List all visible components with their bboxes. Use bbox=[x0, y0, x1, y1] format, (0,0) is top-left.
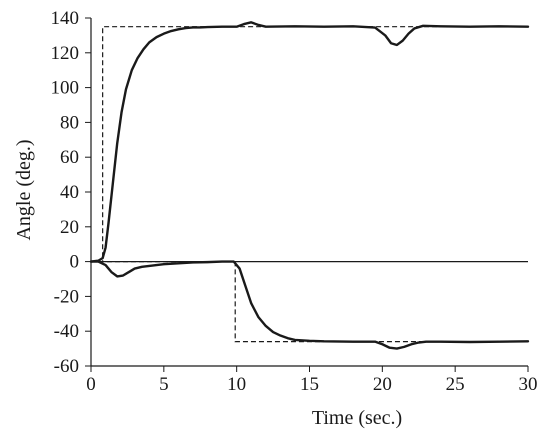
y-tick-label-0: 0 bbox=[70, 252, 80, 273]
series-line-3-dashed bbox=[91, 261, 528, 343]
y-axis-title: Angle (deg.) bbox=[13, 139, 35, 240]
y-tick-label-40: 40 bbox=[60, 182, 79, 203]
y-tick-label--60: -60 bbox=[54, 356, 79, 377]
series-line-1-dashed bbox=[91, 26, 528, 263]
x-axis-title: Time (sec.) bbox=[312, 407, 402, 429]
x-tick-label-25: 25 bbox=[446, 374, 465, 395]
x-tick-label-15: 15 bbox=[300, 374, 319, 395]
plot-area bbox=[90, 18, 528, 367]
y-tick-label-140: 140 bbox=[51, 8, 80, 29]
series-group bbox=[89, 21, 530, 350]
tick-labels: 0 5 10 15 20 25 30 140 120 100 80 60 40 20 0 -20 -40 -60 bbox=[51, 8, 538, 395]
x-tick-label-30: 30 bbox=[519, 374, 538, 395]
y-tick-label-100: 100 bbox=[51, 78, 80, 99]
y-tick-label--40: -40 bbox=[54, 321, 79, 342]
y-tick-label--20: -20 bbox=[54, 286, 79, 307]
y-tick-label-80: 80 bbox=[60, 112, 79, 133]
x-tick-label-5: 5 bbox=[159, 374, 169, 395]
x-tick-label-0: 0 bbox=[86, 374, 96, 395]
x-tick-label-10: 10 bbox=[227, 374, 246, 395]
y-tick-label-20: 20 bbox=[60, 217, 79, 238]
series-line-2-solid bbox=[89, 21, 530, 263]
axis-ticks bbox=[85, 17, 529, 372]
y-tick-label-60: 60 bbox=[60, 147, 79, 168]
x-tick-label-20: 20 bbox=[373, 374, 392, 395]
series-line-4-solid bbox=[89, 260, 530, 350]
y-tick-label-120: 120 bbox=[51, 43, 80, 64]
